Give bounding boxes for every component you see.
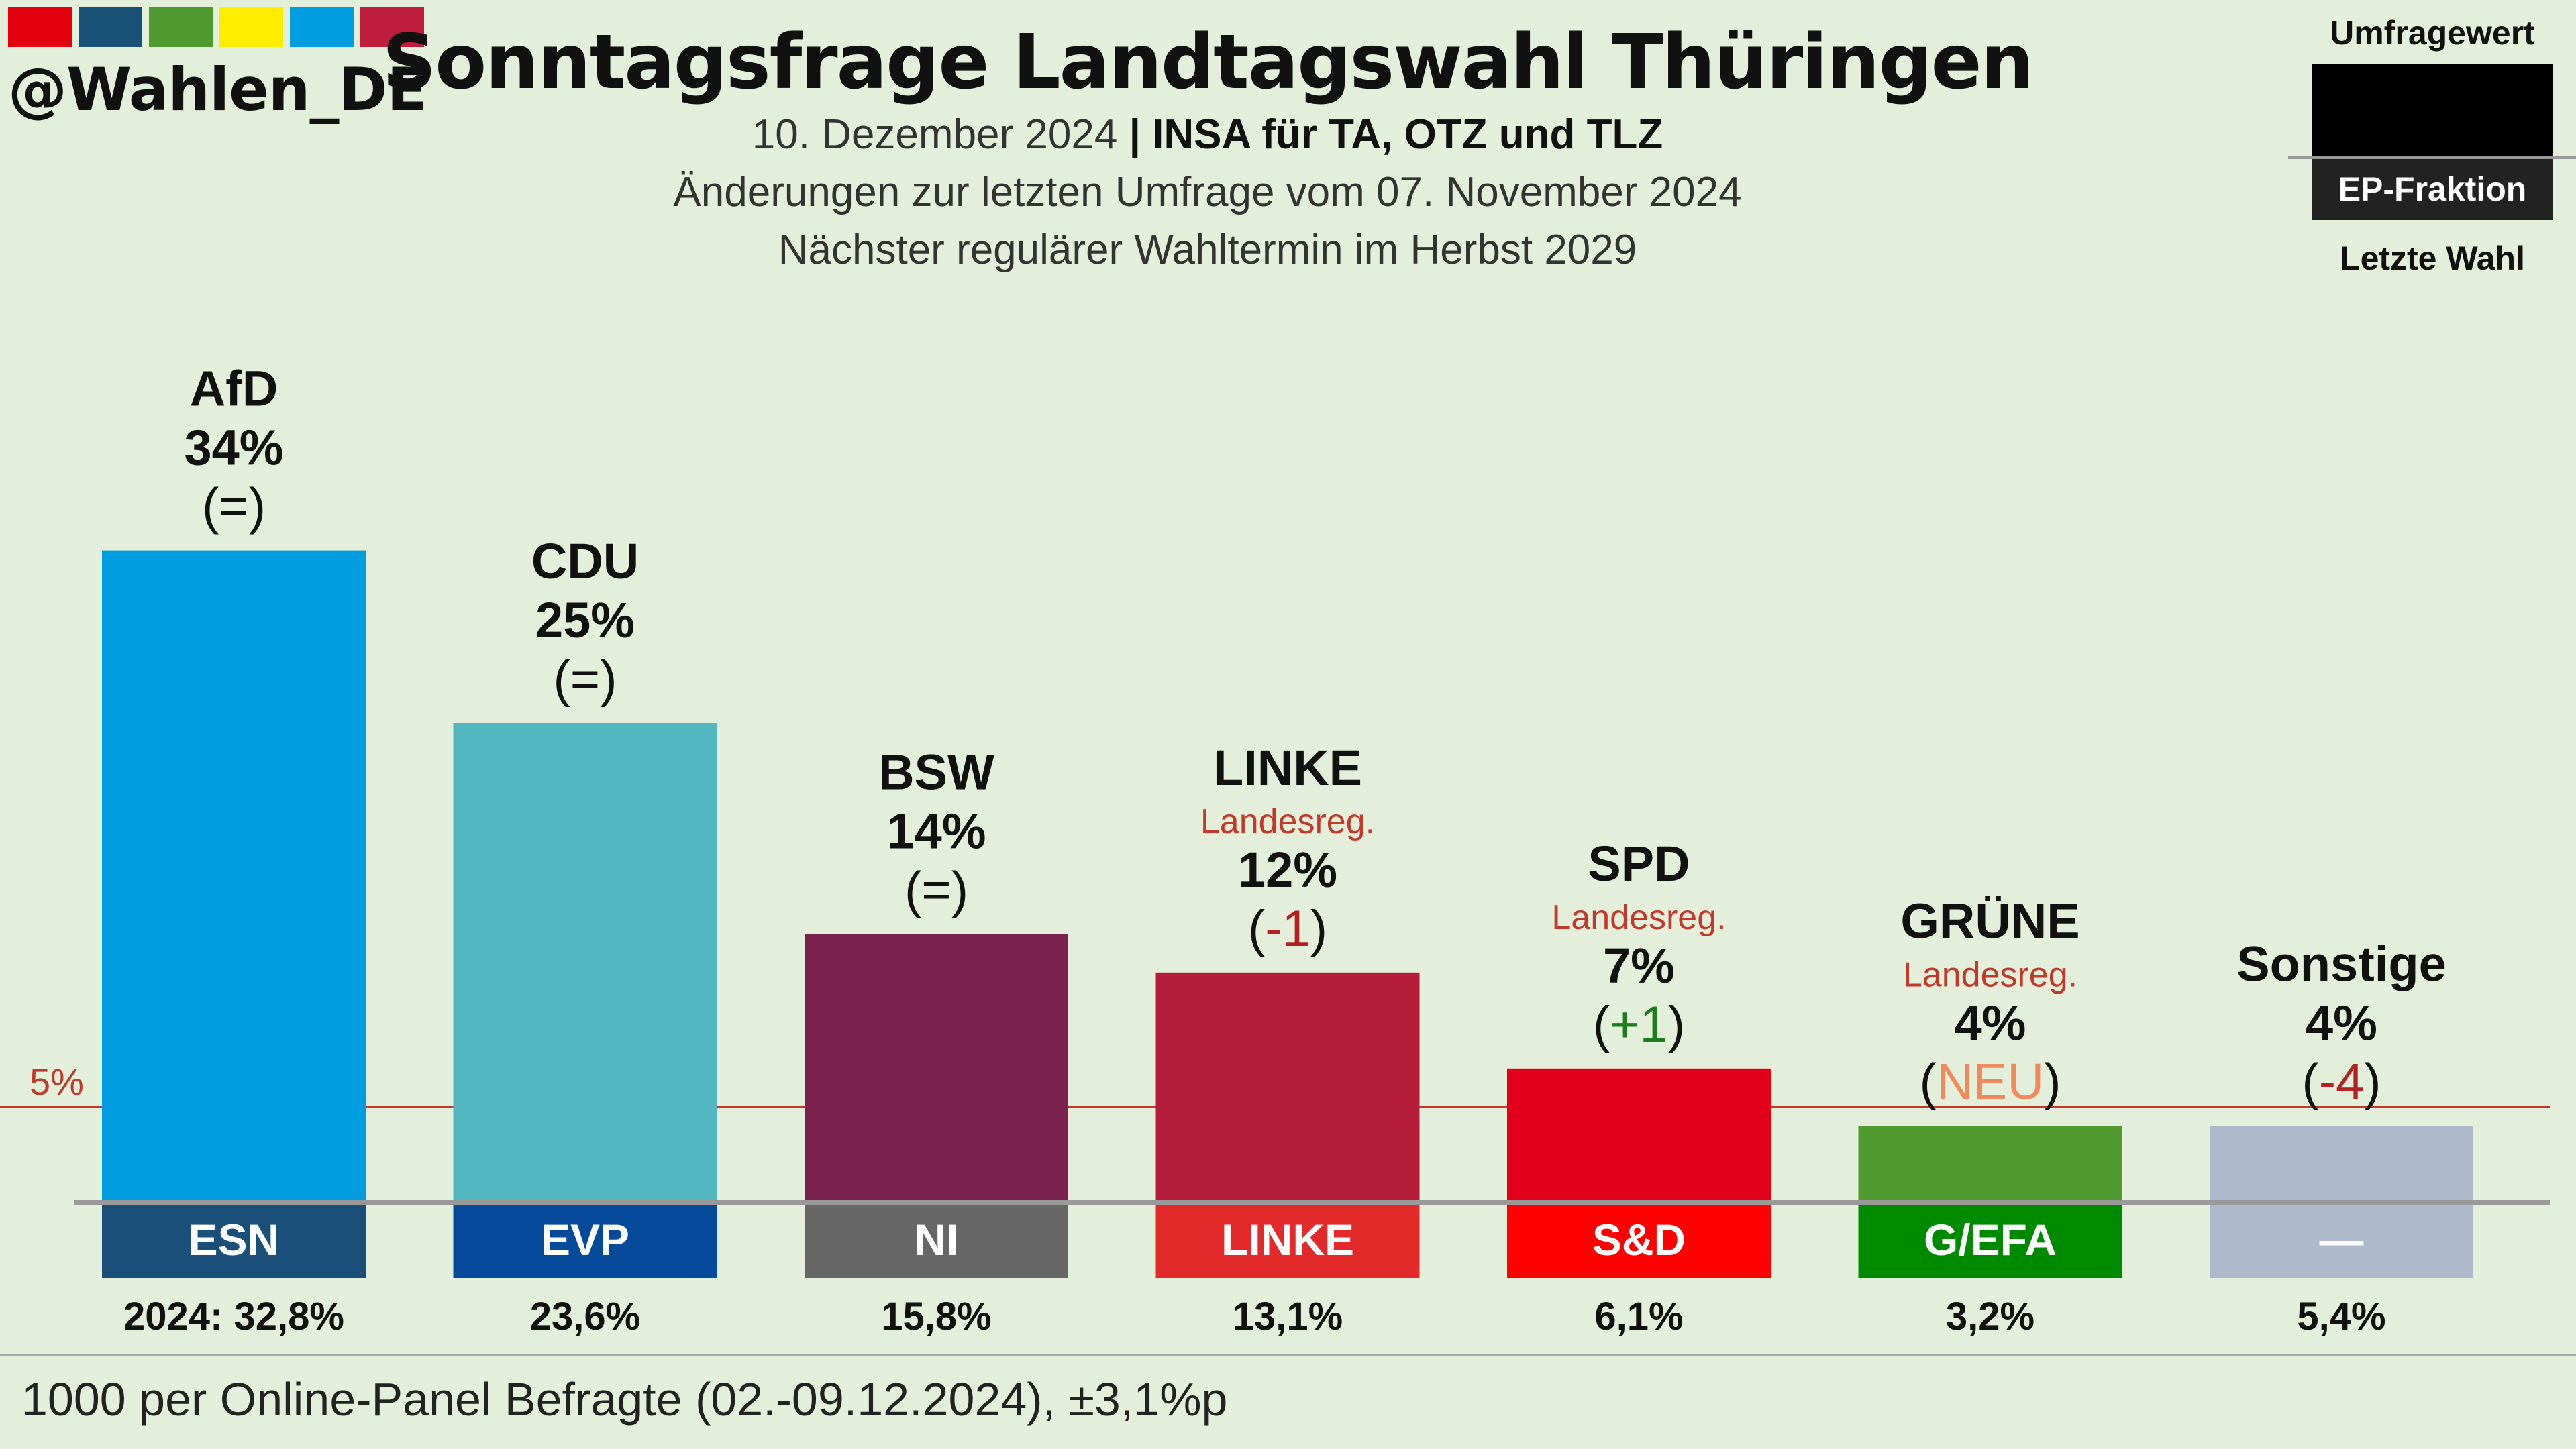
footer-note: 1000 per Online-Panel Befragte (02.-09.1… bbox=[21, 1373, 1228, 1426]
last-election-3: 13,1% bbox=[1233, 1295, 1343, 1338]
party-name-3: LINKE bbox=[1213, 740, 1362, 796]
change-paren-close-0: ) bbox=[249, 478, 266, 535]
party-name-1: CDU bbox=[531, 533, 639, 589]
ep-label-6: — bbox=[2320, 1215, 2364, 1265]
value-label-1: 25% bbox=[535, 592, 635, 648]
ep-box-5 bbox=[1858, 1203, 2122, 1278]
change-paren-open-5: ( bbox=[1919, 1054, 1936, 1111]
change-paren-open-2: ( bbox=[905, 862, 921, 919]
footer-divider bbox=[0, 1354, 2576, 1356]
logo-bar-1 bbox=[8, 7, 72, 47]
logo-bar-3 bbox=[149, 7, 213, 47]
last-election-6: 5,4% bbox=[2297, 1295, 2385, 1338]
ep-box-2 bbox=[805, 1203, 1068, 1278]
change-paren-close-5: ) bbox=[2044, 1054, 2061, 1111]
logo-color-bars bbox=[8, 7, 427, 47]
party-name-2: BSW bbox=[878, 745, 994, 800]
ep-label-3: LINKE bbox=[1221, 1215, 1354, 1265]
ep-box-4 bbox=[1507, 1203, 1771, 1278]
party-name-0: AfD bbox=[190, 361, 278, 417]
value-label-2: 14% bbox=[886, 804, 986, 859]
ep-label-2: NI bbox=[915, 1215, 959, 1265]
change-paren-open-0: ( bbox=[202, 478, 219, 535]
ep-box-6 bbox=[2210, 1203, 2473, 1278]
value-label-6: 4% bbox=[2306, 996, 2377, 1051]
change-value-4: +1 bbox=[1610, 996, 1668, 1053]
change-paren-open-4: ( bbox=[1593, 996, 1610, 1053]
change-label-6: (-4) bbox=[2302, 1054, 2381, 1111]
logo-bar-6 bbox=[360, 7, 424, 47]
threshold-label: 5% bbox=[30, 1061, 84, 1103]
legend-bar-sample bbox=[2312, 64, 2553, 158]
value-label-4: 7% bbox=[1603, 938, 1675, 994]
change-paren-close-6: ) bbox=[2364, 1054, 2381, 1111]
value-label-5: 4% bbox=[1955, 996, 2026, 1051]
change-paren-close-1: ) bbox=[600, 651, 617, 708]
ep-box-0 bbox=[102, 1203, 366, 1278]
bar-1 bbox=[453, 723, 717, 1203]
ep-label-5: G/EFA bbox=[1924, 1215, 2057, 1265]
last-election-0: 2024: 32,8% bbox=[123, 1295, 344, 1338]
last-election-5: 3,2% bbox=[1946, 1295, 2034, 1338]
ep-label-1: EVP bbox=[541, 1215, 629, 1265]
bar-4 bbox=[1507, 1068, 1771, 1203]
change-paren-close-3: ) bbox=[1310, 900, 1327, 957]
change-label-0: (=) bbox=[202, 478, 266, 535]
brand-logo: @Wahlen_DE bbox=[8, 7, 427, 124]
gov-label-5: Landesreg. bbox=[1903, 956, 2077, 995]
change-value-1: = bbox=[570, 651, 600, 708]
ep-label-4: S&D bbox=[1592, 1215, 1686, 1265]
brand-handle: @Wahlen_DE bbox=[8, 55, 427, 124]
legend-top-label: Umfragewert bbox=[2330, 14, 2535, 52]
logo-bar-2 bbox=[79, 7, 142, 47]
gov-label-3: Landesreg. bbox=[1200, 802, 1375, 841]
logo-bar-4 bbox=[219, 7, 283, 47]
party-name-6: Sonstige bbox=[2236, 936, 2446, 992]
bar-5 bbox=[1858, 1126, 2122, 1203]
change-paren-close-2: ) bbox=[951, 862, 968, 919]
change-paren-open-1: ( bbox=[553, 651, 570, 708]
bar-6 bbox=[2210, 1126, 2473, 1203]
last-election-1: 23,6% bbox=[530, 1295, 640, 1338]
legend-bottom-label: Letzte Wahl bbox=[2340, 239, 2525, 277]
change-paren-open-3: ( bbox=[1248, 900, 1265, 957]
bar-0 bbox=[102, 550, 366, 1203]
last-election-2: 15,8% bbox=[881, 1295, 991, 1338]
ep-box-3 bbox=[1155, 1203, 1420, 1278]
change-label-3: (-1) bbox=[1248, 900, 1327, 957]
change-value-5: NEU bbox=[1937, 1054, 2044, 1111]
change-label-2: (=) bbox=[905, 862, 968, 919]
last-election-4: 6,1% bbox=[1594, 1295, 1683, 1338]
bar-3 bbox=[1155, 972, 1420, 1203]
logo-bar-5 bbox=[290, 7, 354, 47]
change-value-3: -1 bbox=[1265, 900, 1310, 957]
value-label-3: 12% bbox=[1238, 842, 1337, 898]
change-value-0: = bbox=[219, 478, 248, 535]
gov-label-4: Landesreg. bbox=[1551, 898, 1726, 937]
value-label-0: 34% bbox=[184, 420, 283, 476]
legend-baseline bbox=[2288, 156, 2576, 159]
change-value-6: -4 bbox=[2319, 1054, 2365, 1111]
ep-box-1 bbox=[453, 1203, 717, 1278]
ep-label-0: ESN bbox=[189, 1215, 280, 1265]
change-value-2: = bbox=[921, 862, 951, 919]
change-label-1: (=) bbox=[553, 651, 617, 708]
bar-2 bbox=[805, 934, 1068, 1203]
legend-ep-label: EP-Fraktion bbox=[2312, 158, 2553, 220]
legend-key: Umfragewert EP-Fraktion Letzte Wahl bbox=[2288, 13, 2576, 278]
party-name-4: SPD bbox=[1588, 836, 1690, 892]
change-label-5: (NEU) bbox=[1919, 1054, 2061, 1111]
party-name-5: GRÜNE bbox=[1900, 894, 2079, 949]
change-paren-close-4: ) bbox=[1668, 996, 1685, 1053]
change-paren-open-6: ( bbox=[2302, 1054, 2318, 1111]
change-label-4: (+1) bbox=[1593, 996, 1685, 1053]
